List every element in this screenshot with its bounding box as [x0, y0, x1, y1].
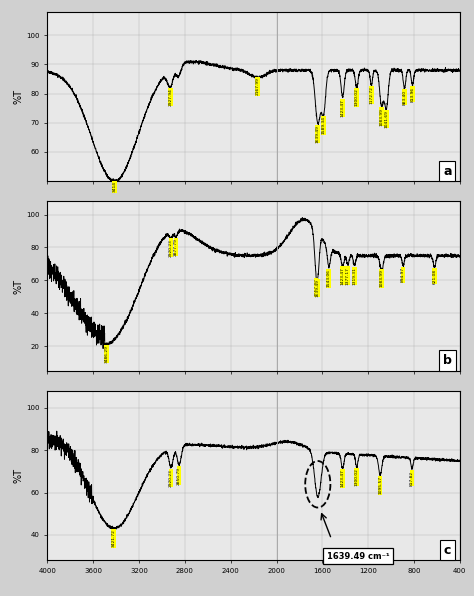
Text: 1639.49: 1639.49: [316, 279, 320, 297]
Text: 1300.02: 1300.02: [355, 468, 359, 486]
Y-axis label: %T: %T: [13, 89, 24, 104]
Text: 1543.06: 1543.06: [327, 269, 331, 287]
Y-axis label: %T: %T: [13, 468, 24, 483]
Text: 1300.02: 1300.02: [355, 88, 359, 106]
Text: 813.96: 813.96: [410, 86, 414, 102]
Text: 1083.99: 1083.99: [379, 108, 383, 126]
Text: c: c: [444, 544, 451, 557]
Text: 883.40: 883.40: [402, 89, 406, 105]
Text: 1423.47: 1423.47: [340, 470, 345, 488]
Text: 2167.99: 2167.99: [255, 77, 259, 95]
Text: 1083.99: 1083.99: [379, 269, 383, 287]
Text: 1589.34: 1589.34: [321, 116, 326, 134]
Text: 817.82: 817.82: [410, 471, 414, 486]
Text: 1423.47: 1423.47: [340, 99, 345, 117]
Text: a: a: [443, 164, 452, 178]
Text: b: b: [443, 354, 452, 367]
Text: 3421.72: 3421.72: [112, 529, 116, 547]
Text: 1095.57: 1095.57: [378, 476, 382, 495]
Text: 1639.49: 1639.49: [316, 125, 320, 143]
Text: 2927.94: 2927.94: [168, 88, 172, 106]
Text: 1319.31: 1319.31: [353, 267, 356, 285]
Text: 3414: 3414: [112, 181, 117, 193]
Y-axis label: %T: %T: [13, 278, 24, 294]
Text: 621.08: 621.08: [432, 269, 437, 284]
Text: 1172.72: 1172.72: [369, 86, 373, 104]
Text: 2877.79: 2877.79: [174, 238, 178, 256]
Text: 1639.49 cm⁻¹: 1639.49 cm⁻¹: [327, 552, 389, 561]
Text: 2920.23: 2920.23: [169, 469, 173, 487]
Text: 1654.92: 1654.92: [314, 278, 318, 296]
Text: 2850.79: 2850.79: [177, 467, 181, 485]
Text: 894.97: 894.97: [401, 267, 405, 283]
Text: 1041.69: 1041.69: [384, 110, 388, 128]
Text: 1423.47: 1423.47: [340, 266, 345, 284]
Text: 1377.17: 1377.17: [346, 266, 350, 284]
Text: 2920.23: 2920.23: [169, 238, 173, 256]
Text: 3486.29: 3486.29: [104, 345, 108, 363]
